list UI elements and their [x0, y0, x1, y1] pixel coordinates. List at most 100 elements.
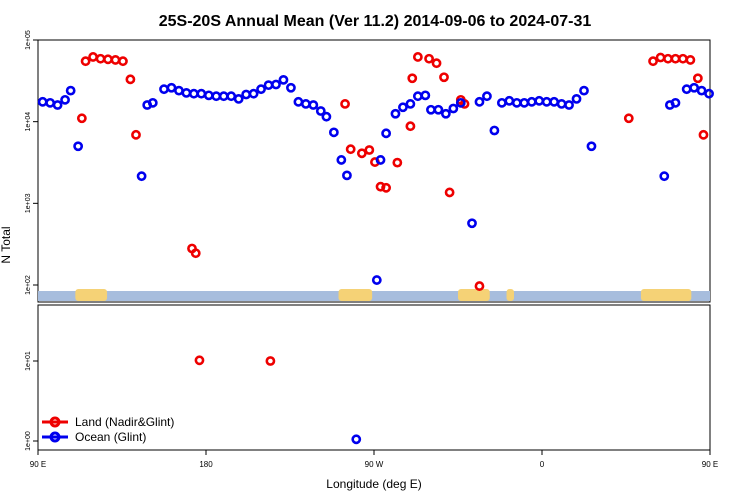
data-point — [248, 88, 259, 99]
data-point — [623, 113, 634, 124]
data-point — [181, 88, 192, 98]
data-point — [375, 155, 386, 165]
series-ocean — [37, 74, 714, 445]
chart-title: 25S-20S Annual Mean (Ver 11.2) 2014-09-0… — [159, 13, 592, 30]
data-point — [131, 129, 141, 140]
data-point — [375, 181, 386, 192]
data-point — [586, 141, 597, 152]
data-point — [76, 113, 87, 124]
data-point — [315, 106, 326, 116]
data-point — [489, 125, 500, 136]
data-point — [431, 58, 442, 69]
data-point — [300, 99, 311, 109]
data-point — [125, 74, 136, 85]
data-point — [60, 94, 70, 105]
data-point — [80, 56, 91, 67]
data-point — [670, 97, 681, 108]
data-point — [455, 97, 466, 108]
data-point — [504, 95, 515, 106]
data-point — [103, 54, 113, 65]
data-point — [519, 97, 530, 108]
data-point — [166, 82, 177, 93]
data-point — [381, 182, 392, 193]
data-point — [147, 97, 158, 108]
axis-ticks: 90 E 180 90 W 0 90 E 1e+00 1e+01 1e+02 1e+03 1e+0… — [25, 30, 718, 469]
data-point — [398, 102, 408, 113]
data-point — [549, 96, 560, 107]
data-point — [37, 96, 48, 107]
x-tick-label: 90 E — [702, 460, 718, 469]
data-point — [467, 218, 477, 229]
data-point — [95, 53, 106, 64]
data-point — [424, 53, 434, 64]
data-point — [226, 91, 237, 102]
plot-frames — [37, 39, 711, 451]
data-point — [364, 145, 375, 155]
data-point — [278, 74, 289, 85]
data-point — [159, 84, 169, 95]
data-point — [681, 84, 692, 95]
data-point — [371, 275, 382, 285]
data-point — [190, 248, 201, 259]
land-mask-segment — [458, 289, 490, 301]
data-point — [655, 52, 666, 63]
data-point — [698, 129, 709, 140]
data-point — [689, 82, 700, 93]
data-point — [256, 84, 266, 95]
land-mask-segment — [640, 289, 692, 301]
data-point — [496, 97, 507, 108]
data-point — [241, 89, 252, 100]
data-point — [218, 91, 229, 102]
y-tick-label: 1e+02 — [25, 275, 32, 295]
data-point — [407, 73, 418, 84]
data-point — [448, 103, 459, 114]
data-point — [685, 55, 696, 65]
data-point — [271, 79, 281, 90]
data-point — [444, 187, 455, 198]
x-axis-label: Longitude (deg E) — [326, 477, 421, 491]
data-point — [412, 91, 423, 102]
land-mask-segment — [75, 289, 108, 301]
data-point — [392, 157, 403, 168]
y-tick-label: 1e+05 — [25, 30, 32, 50]
legend: Land (Nadir&Glint) Ocean (Glint) — [42, 415, 174, 444]
data-point — [696, 85, 707, 96]
data-point — [194, 355, 205, 366]
land-ocean-mask — [38, 289, 710, 301]
data-point — [233, 94, 244, 104]
data-point — [511, 97, 522, 108]
data-point — [73, 141, 84, 152]
data-point — [308, 100, 319, 110]
x-tick-label: 90 E — [30, 460, 46, 469]
ocean-mask — [38, 291, 710, 301]
data-point — [196, 88, 207, 99]
data-point — [328, 127, 339, 138]
data-point — [526, 96, 537, 107]
data-point — [174, 85, 184, 96]
data-point — [564, 100, 574, 110]
x-tick-label: 180 — [199, 460, 213, 469]
y-tick-label: 1e+03 — [25, 193, 32, 213]
data-point — [426, 104, 436, 115]
data-point — [405, 121, 416, 132]
y-tick-label: 1e+01 — [25, 351, 32, 371]
upper-panel-frame — [37, 39, 711, 303]
data-point — [203, 90, 214, 101]
data-point — [381, 128, 392, 139]
data-point — [663, 53, 673, 64]
land-mask-segment — [338, 289, 373, 301]
data-points — [37, 52, 714, 445]
data-point — [356, 148, 367, 159]
data-point — [433, 104, 444, 115]
land-mask-segment — [506, 289, 514, 301]
data-point — [440, 108, 451, 119]
data-point — [648, 56, 658, 67]
y-axis-label: N Total — [0, 226, 13, 263]
data-point — [556, 99, 567, 109]
data-point — [439, 72, 449, 83]
data-point — [420, 90, 431, 101]
data-point — [670, 53, 681, 64]
legend-label-ocean: Ocean (Glint) — [75, 430, 146, 444]
data-point — [188, 88, 199, 99]
